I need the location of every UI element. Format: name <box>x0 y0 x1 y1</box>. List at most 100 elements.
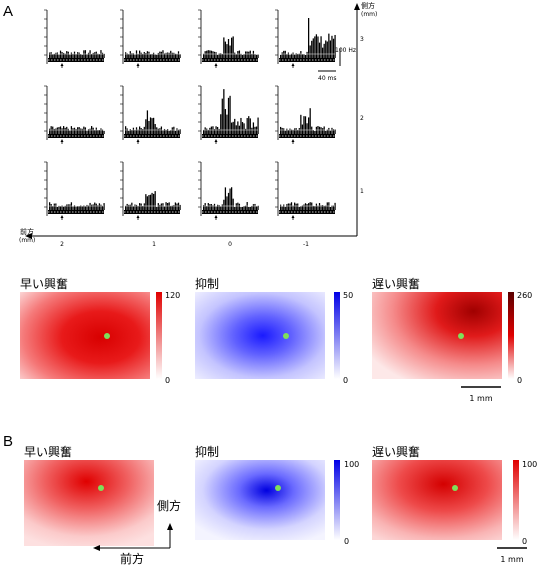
psth-bar <box>297 53 299 58</box>
psth-bar <box>89 202 91 210</box>
psth-bar <box>300 51 302 58</box>
psth-bar <box>170 50 172 58</box>
psth-bar <box>245 205 247 210</box>
psth-bar <box>91 204 93 210</box>
psth-bar <box>323 43 325 58</box>
map-a2-inhibition <box>195 292 325 379</box>
psth-bar <box>160 203 163 210</box>
psth-bar <box>318 42 321 58</box>
psth-bar <box>318 203 321 210</box>
colorbar-a1-max: 120 <box>165 291 180 300</box>
psth-bar <box>59 206 62 210</box>
psth-bar <box>156 206 158 210</box>
psth-bar <box>301 54 304 58</box>
psth-bar <box>131 53 133 58</box>
stimulus-marker-head <box>60 139 64 142</box>
psth-bar <box>145 119 147 134</box>
psth-bar <box>243 54 245 58</box>
psth-bar <box>320 205 322 210</box>
psth-bar <box>177 129 180 134</box>
psth-bar <box>50 204 52 210</box>
psth-bar <box>125 52 127 58</box>
psth-bar <box>129 129 131 134</box>
psth-bar <box>64 53 66 58</box>
psth-bar <box>126 128 128 134</box>
psth-bar <box>221 204 223 210</box>
psth-bar <box>129 204 131 210</box>
recording-site-marker <box>275 485 281 491</box>
psth-bar <box>237 121 239 134</box>
psth-bar <box>70 52 73 58</box>
psth-bar <box>77 52 79 58</box>
map-b1-title: 早い興奮 <box>24 444 72 459</box>
psth-bar <box>314 36 316 58</box>
psth-bar <box>227 97 230 134</box>
psth-bar <box>298 206 300 210</box>
psth-bar <box>165 52 167 58</box>
psth-bar <box>212 51 214 58</box>
psth-bar <box>243 206 245 210</box>
psth-bar <box>128 204 130 210</box>
psth-bar <box>325 205 327 210</box>
psth-bar <box>241 54 244 58</box>
psth-bar <box>53 203 55 210</box>
psth-bar <box>226 44 228 58</box>
psth-bar <box>235 125 237 134</box>
psth-bar <box>232 36 234 58</box>
psth-bar <box>55 203 57 210</box>
psth-bar <box>245 51 247 58</box>
psth-bar <box>131 202 133 210</box>
psth-bar <box>156 127 158 134</box>
psth-bar <box>81 206 83 210</box>
psth-bar <box>329 130 332 134</box>
psth-bar <box>317 205 319 210</box>
psth-bar <box>280 54 282 58</box>
stimulus-marker-head <box>214 63 218 66</box>
psth-bar <box>303 54 305 58</box>
psth-bar <box>300 206 302 210</box>
psth-bar <box>67 128 69 134</box>
psth-bar <box>308 117 310 134</box>
psth-bar <box>58 127 60 134</box>
psth-bar <box>231 187 233 210</box>
psth-bar <box>204 203 206 210</box>
colorbar-b2-min: 0 <box>344 537 349 546</box>
psth-bar <box>61 52 63 58</box>
psth-bar <box>217 204 219 210</box>
psth-bar <box>154 54 156 58</box>
psth-bar <box>173 52 175 58</box>
psth-bar <box>56 127 59 134</box>
psth-bar <box>332 38 335 58</box>
psth-bar <box>210 50 213 58</box>
psth-bar <box>334 34 336 58</box>
psth-bar <box>69 54 71 58</box>
map-a3-late-excitation <box>372 292 502 379</box>
psth-bar <box>295 128 297 134</box>
psth-grid <box>44 9 336 220</box>
psth-bar <box>103 130 105 134</box>
psth-bar <box>328 33 330 58</box>
psth-bar <box>213 51 216 58</box>
psth-bar <box>241 122 244 134</box>
psth-bar <box>246 118 248 134</box>
psth-bar <box>294 128 296 134</box>
psth-bar <box>179 54 181 58</box>
colorbar-a3-min: 0 <box>517 376 522 385</box>
psth-bar <box>64 205 66 210</box>
psth-bar <box>69 130 71 134</box>
psth-bar <box>140 203 142 210</box>
psth-bar <box>235 203 237 210</box>
psth-bar <box>143 203 145 210</box>
time-scale-label: 40 ms <box>318 75 337 82</box>
psth-bar <box>81 54 83 58</box>
psth-bar <box>215 52 217 58</box>
map-b3-title: 遅い興奮 <box>372 444 420 459</box>
psth-bar <box>146 51 149 58</box>
psth-bar <box>72 206 74 210</box>
psth-bar <box>286 204 288 210</box>
psth-bar <box>148 195 150 210</box>
psth-bar <box>220 53 222 58</box>
lateral-axis-label: 側方 <box>361 1 375 10</box>
psth-bar <box>167 52 169 58</box>
